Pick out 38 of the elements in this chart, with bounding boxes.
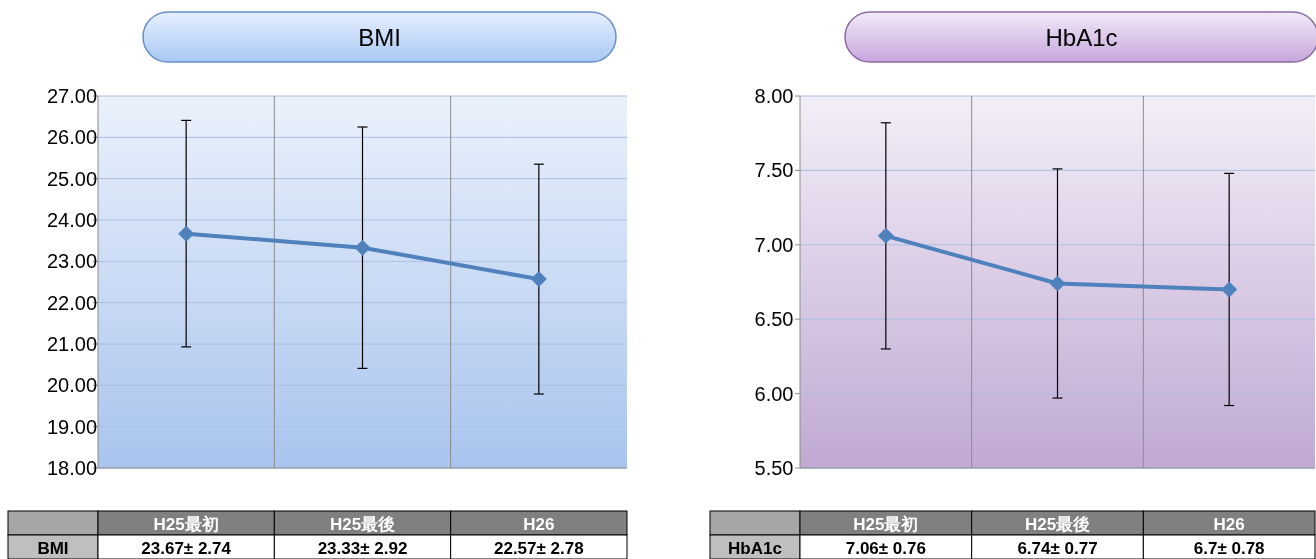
y-tick-label: 8.00 [754,85,794,107]
data-label: 6.74± 0.77 [1017,539,1098,558]
y-tick-label: 24.00 [46,209,98,231]
point [1049,275,1066,292]
point [877,227,894,244]
x-tick-label: H26 [1213,515,1245,534]
data-label: 7.06± 0.76 [845,539,926,558]
y-tick-label: 6.00 [754,382,794,405]
y-tick-label: 22.00 [46,291,98,314]
data-label: 6.7± 0.78 [1193,539,1265,558]
chart-title: HbA1c [1045,24,1118,51]
y-tick-label: 25.00 [46,167,98,190]
x-tick-label: H25最初 [153,515,219,534]
y-tick-label: 23.00 [46,250,98,273]
y-tick-label: 20.00 [46,374,98,397]
y-tick-label: 7.50 [754,159,794,182]
y-tick-label: 27.00 [46,85,98,107]
point [530,271,547,288]
y-tick-label: 5.50 [754,457,794,479]
x-tick-label: H26 [523,515,555,534]
x-tick-label: H25最後 [1024,515,1091,534]
data-label: 22.57± 2.78 [493,539,584,558]
y-tick-label: 21.00 [46,333,98,355]
text: HbA1c [728,539,782,558]
x-tick-label: H25最初 [853,515,919,534]
point [1221,281,1238,298]
text: BMI [37,539,69,558]
y-tick-label: 7.00 [754,233,794,256]
point [354,239,371,256]
y-tick-label: 6.50 [754,308,794,331]
y-tick-label: 19.00 [46,415,98,438]
point [178,225,195,242]
y-tick-label: 18.00 [46,457,98,479]
data-label: 23.33± 2.92 [317,539,408,558]
y-tick-label: 26.00 [46,126,98,149]
chart-title: BMI [358,24,401,51]
x-tick-label: H25最後 [329,515,396,534]
data-label: 23.67± 2.74 [141,539,232,558]
